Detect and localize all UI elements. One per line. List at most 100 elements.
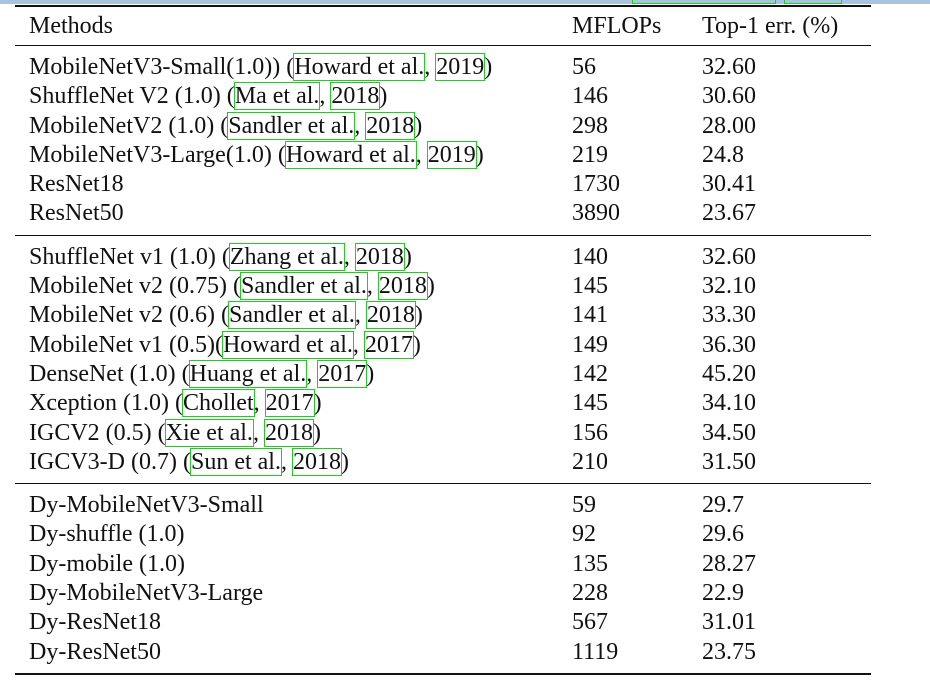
table-row: Dy-MobileNetV3-Large 228 22.9: [15, 579, 871, 608]
method-name: Dy-shuffle (1.0): [29, 521, 185, 548]
method-cell: DenseNet (1.0) (Huang et al., 2017): [15, 359, 572, 389]
citation-authors-link[interactable]: Sandler et al.: [227, 111, 356, 140]
mflops-cell: 135: [572, 550, 608, 577]
citation-separator: ,: [352, 331, 365, 358]
table-header: Methods MFLOPs Top-1 err. (%): [15, 6, 871, 46]
top1-error-cell: 28.27: [702, 550, 756, 577]
citation-authors-link[interactable]: Zhang et al.: [228, 242, 345, 271]
mflops-cell: 140: [572, 243, 608, 270]
top1-error-cell: 32.60: [702, 54, 756, 80]
method-name: ShuffleNet v1 (1.0) (: [29, 243, 230, 270]
method-cell: Dy-mobile (1.0): [15, 550, 572, 579]
citation-year-link[interactable]: 2017: [264, 389, 315, 418]
citation-close: ): [403, 243, 412, 270]
citation-authors-link[interactable]: Sun et al.: [189, 447, 282, 476]
header-top1-error: Top-1 err. (%): [702, 13, 839, 40]
citation-year-link[interactable]: 2018: [291, 447, 342, 476]
citation-authors-link[interactable]: Huang et al.: [188, 359, 308, 388]
citation-authors-link[interactable]: Howard et al.: [293, 53, 426, 81]
citation-close: ): [414, 112, 423, 139]
top1-error-cell: 34.50: [702, 419, 756, 446]
method-cell: MobileNet v2 (0.6) (Sandler et al., 2018…: [15, 301, 572, 330]
citation-year-link[interactable]: 2018: [365, 111, 416, 140]
citation-year-link[interactable]: 2019: [435, 53, 486, 81]
citation-year-link[interactable]: 2018: [354, 242, 405, 271]
method-cell: MobileNetV3-Small(1.0)) (Howard et al., …: [15, 46, 572, 83]
citation-close: ): [426, 273, 435, 300]
table-row: Dy-ResNet50 1119 23.75: [15, 638, 871, 674]
top1-error-cell: 33.30: [702, 302, 756, 329]
top1-error-cell: 34.10: [702, 390, 756, 417]
method-name: Dy-ResNet50: [29, 638, 161, 665]
method-name: ResNet18: [29, 171, 124, 198]
citation-authors-link[interactable]: Ma et al.: [233, 82, 321, 111]
mflops-cell: 298: [572, 112, 608, 139]
table-row: ResNet18 1730 30.41: [15, 170, 871, 199]
mflops-cell: 3890: [572, 200, 620, 227]
citation-authors-link[interactable]: Chollet: [181, 389, 255, 418]
citation-year-link[interactable]: 2018: [365, 301, 416, 330]
citation-close: ): [313, 390, 322, 417]
method-name: MobileNetV3-Large(1.0) (: [29, 141, 286, 168]
method-cell: Xception (1.0) (Chollet, 2017): [15, 389, 572, 418]
citation-year-link[interactable]: 2019: [426, 140, 477, 169]
citation-close: ): [475, 141, 484, 168]
mflops-cell: 145: [572, 390, 608, 417]
table-row: ShuffleNet V2 (1.0) (Ma et al., 2018) 146…: [15, 82, 871, 111]
mflops-cell: 56: [572, 54, 596, 80]
citation-year-link[interactable]: 2017: [317, 359, 368, 388]
mflops-cell: 228: [572, 580, 608, 607]
top1-error-cell: 30.60: [702, 83, 756, 110]
method-name: ShuffleNet V2 (1.0) (: [29, 83, 235, 110]
method-cell: MobileNet v1 (0.5)(Howard et al., 2017): [15, 330, 572, 360]
method-cell: MobileNetV3-Large(1.0) (Howard et al., 2…: [15, 140, 572, 170]
method-cell: Dy-MobileNetV3-Large: [15, 579, 572, 608]
citation-authors-link[interactable]: Xie et al.: [164, 418, 254, 447]
mflops-cell: 92: [572, 521, 596, 548]
citation-separator: ,: [319, 83, 332, 110]
table-row: ResNet50 3890 23.67: [15, 199, 871, 235]
top1-error-cell: 30.41: [702, 171, 756, 198]
citation-separator: ,: [366, 273, 379, 300]
citation-box-fragment: [632, 0, 776, 4]
method-name: MobileNet v2 (0.75) (: [29, 273, 241, 300]
citation-year-link[interactable]: 2018: [377, 272, 428, 301]
citation-authors-link[interactable]: Howard et al.: [221, 330, 354, 359]
method-cell: MobileNetV2 (1.0) (Sandler et al., 2018): [15, 111, 572, 141]
top1-error-cell: 29.7: [702, 492, 744, 519]
citation-year-link[interactable]: 2018: [263, 418, 314, 447]
header-methods: Methods: [29, 13, 113, 40]
mflops-cell: 210: [572, 448, 608, 475]
top1-error-cell: 23.75: [702, 638, 756, 665]
top1-error-cell: 32.60: [702, 243, 756, 270]
citation-year-link[interactable]: 2017: [363, 330, 414, 359]
citation-close: ): [414, 302, 423, 329]
method-cell: Dy-shuffle (1.0): [15, 520, 572, 549]
table-section: Dy-MobileNetV3-Small 59 29.7 Dy-shuffle (1.…: [15, 483, 871, 674]
table-row: IGCV2 (0.5) (Xie et al., 2018) 156 34.50: [15, 418, 871, 448]
citation-authors-link[interactable]: Sandler et al.: [239, 272, 368, 301]
method-cell: ResNet50: [15, 199, 572, 235]
header-mflops: MFLOPs: [572, 13, 662, 40]
top1-error-cell: 29.6: [702, 521, 744, 548]
table-row: Dy-ResNet18 567 31.01: [15, 608, 871, 637]
mflops-cell: 142: [572, 360, 608, 387]
table-row: Dy-shuffle (1.0) 92 29.6: [15, 520, 871, 549]
top1-error-cell: 22.9: [702, 580, 744, 607]
citation-close: ): [379, 83, 388, 110]
citation-separator: ,: [306, 360, 319, 387]
citation-authors-link[interactable]: Sandler et al.: [227, 301, 356, 330]
citation-year-link[interactable]: 2018: [330, 82, 381, 111]
method-name: ResNet50: [29, 200, 124, 227]
top1-error-cell: 31.50: [702, 448, 756, 475]
citation-separator: ,: [354, 302, 367, 329]
mflops-cell: 146: [572, 83, 608, 110]
citation-separator: ,: [415, 141, 428, 168]
citation-authors-link[interactable]: Howard et al.: [284, 140, 417, 169]
citation-separator: ,: [343, 243, 356, 270]
method-name: IGCV3-D (0.7) (: [29, 448, 191, 475]
results-table: Methods MFLOPs Top-1 err. (%) MobileNetV…: [15, 5, 871, 675]
method-cell: Dy-ResNet50: [15, 638, 572, 674]
method-cell: IGCV2 (0.5) (Xie et al., 2018): [15, 418, 572, 448]
mflops-cell: 141: [572, 302, 608, 329]
